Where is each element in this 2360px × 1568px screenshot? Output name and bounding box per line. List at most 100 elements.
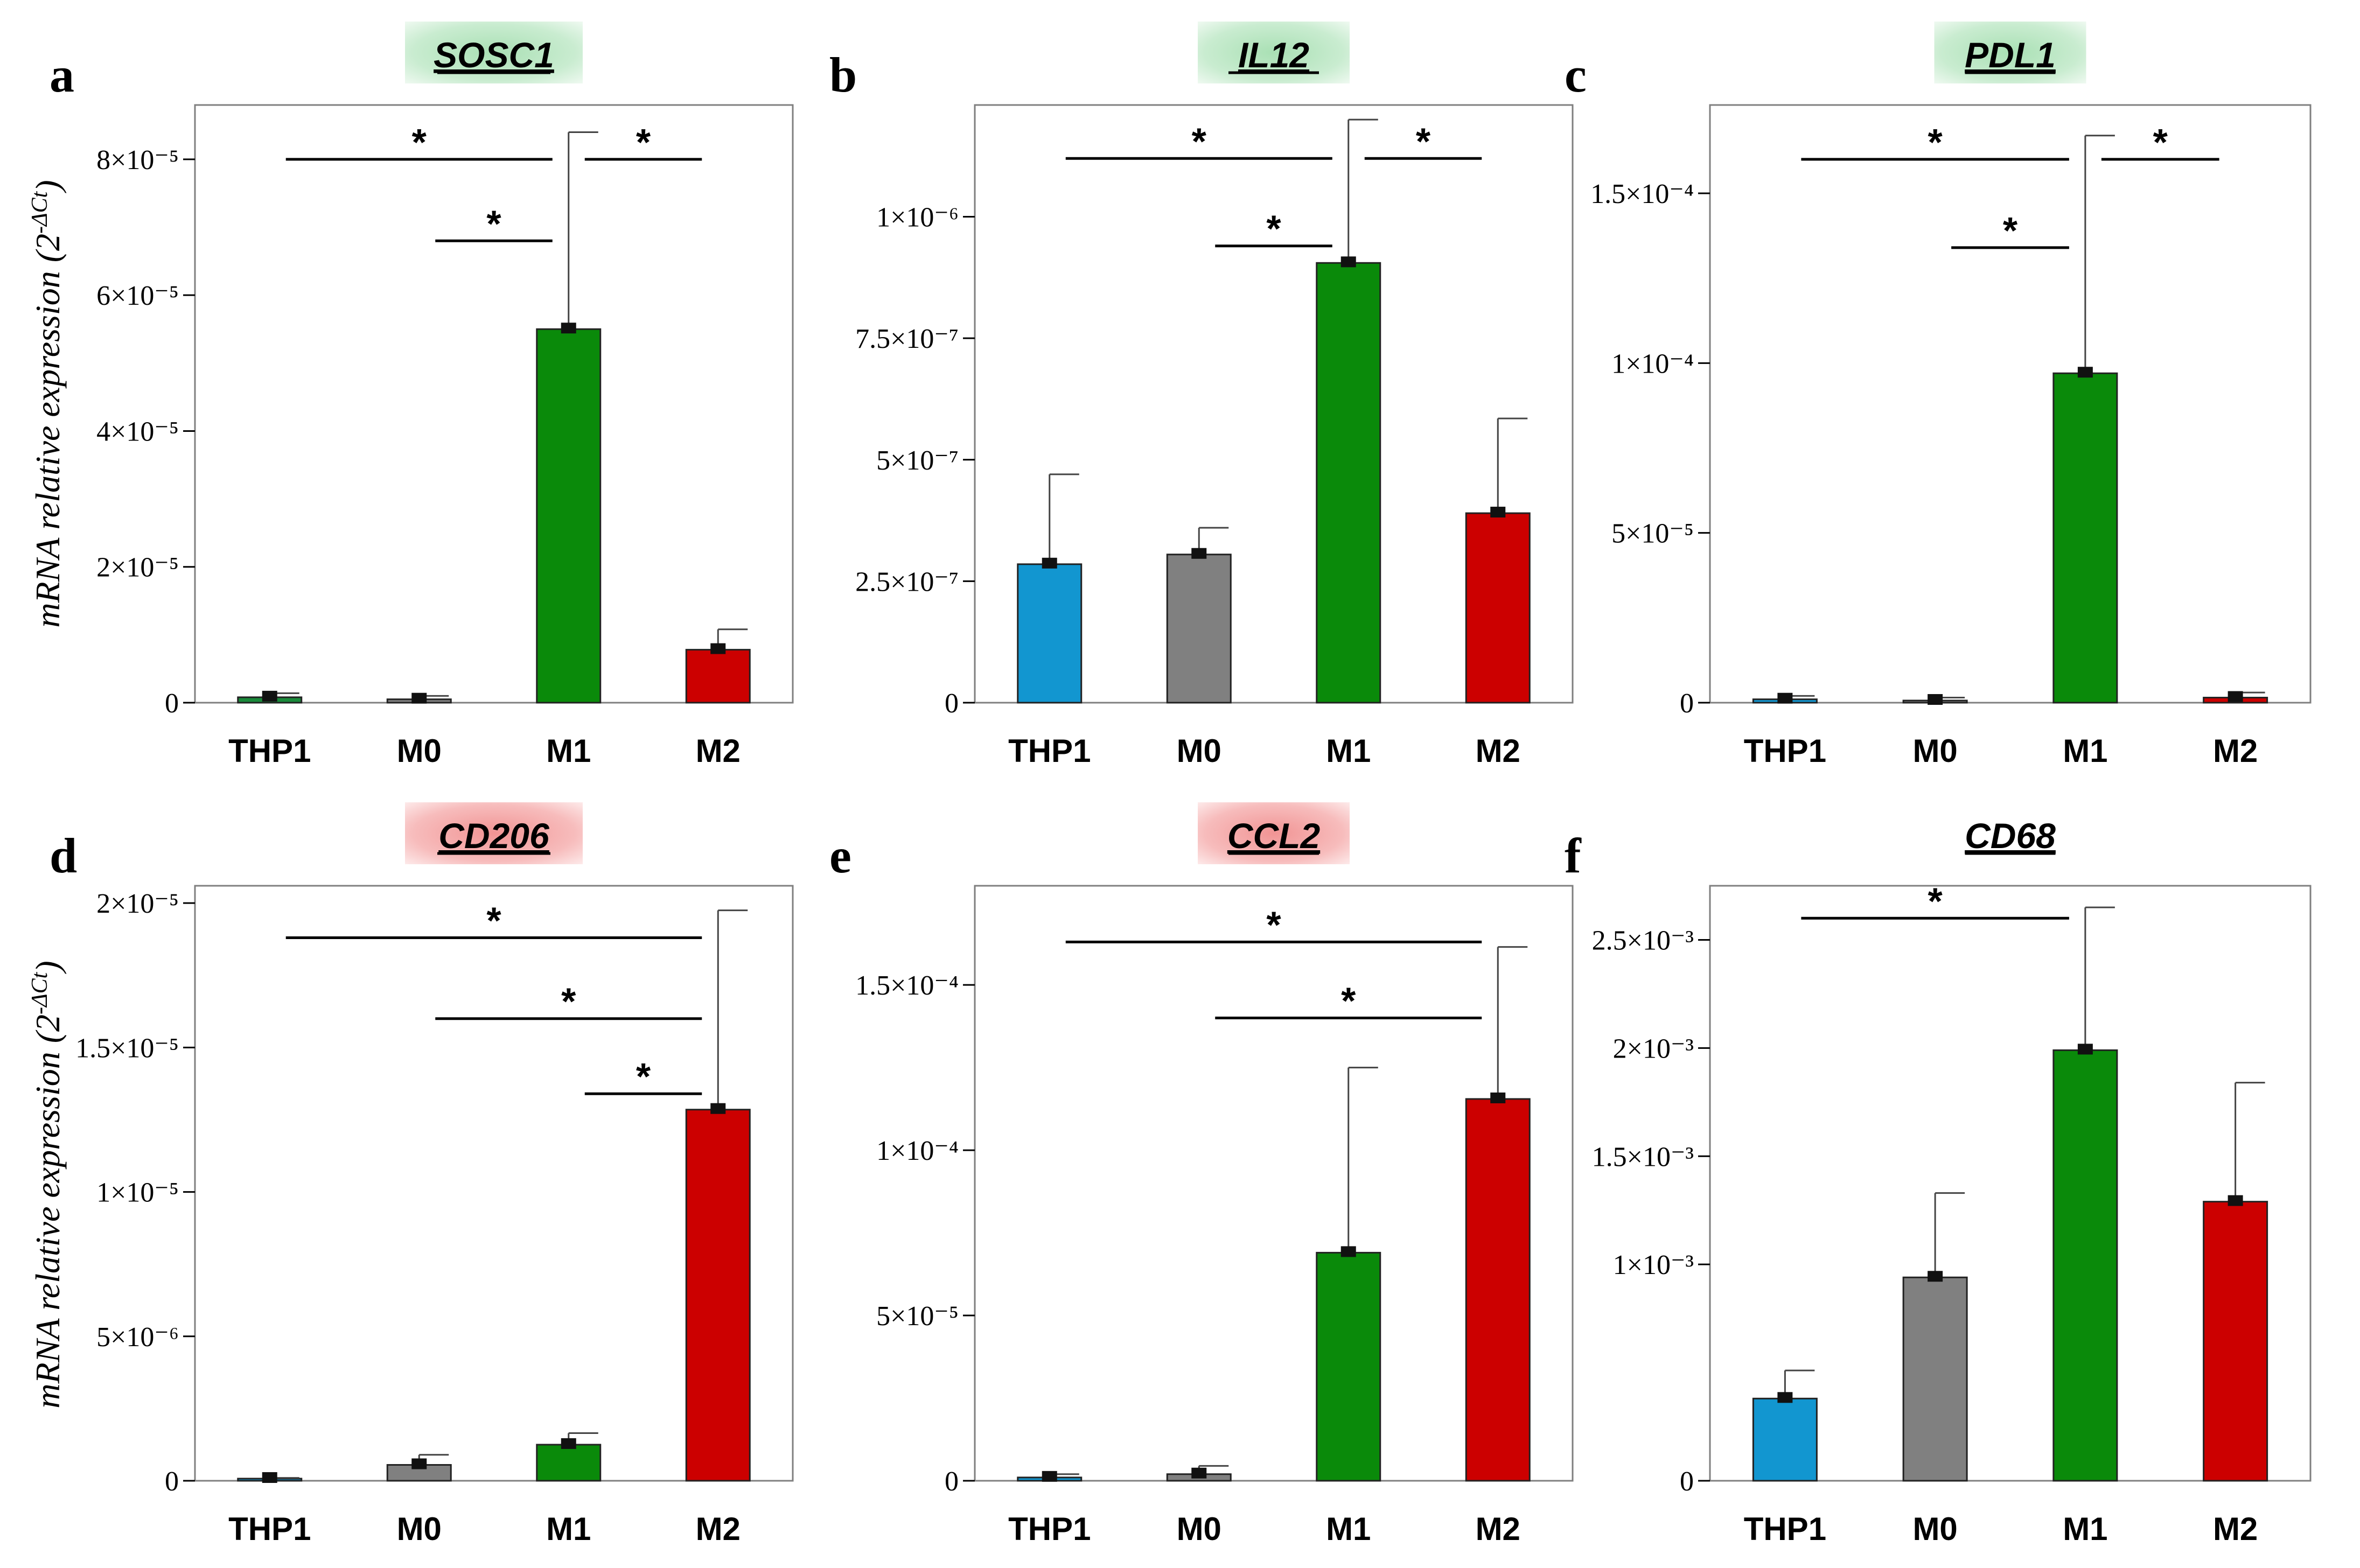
x-tick-label: THP1 <box>1744 733 1826 769</box>
x-tick-label: M0 <box>1912 733 1957 769</box>
y-tick-label: 2.5×10⁻⁷ <box>855 566 959 597</box>
x-tick-label: M1 <box>546 1511 591 1547</box>
y-tick-label: 6×10⁻⁵ <box>96 281 179 311</box>
mean-marker <box>561 323 576 334</box>
plot-frame <box>194 104 794 704</box>
y-axis-title: mRNA relative expression (2-ΔCt) <box>27 961 67 1408</box>
x-tick-label: M2 <box>696 1511 741 1547</box>
mean-marker <box>2077 367 2093 378</box>
y-tick-label: 2×10⁻³ <box>1613 1033 1694 1064</box>
mean-marker <box>710 643 726 654</box>
y-tick-label: 1×10⁻⁴ <box>876 1136 959 1166</box>
bar-m0 <box>1902 1276 1968 1482</box>
mean-marker <box>710 1103 726 1114</box>
x-tick-label: M2 <box>1476 733 1520 769</box>
x-tick-label: M0 <box>1912 1511 1957 1547</box>
panel-letter: a <box>50 47 74 102</box>
bar-m1 <box>2052 1049 2118 1482</box>
y-tick-label: 1×10⁻⁵ <box>96 1178 179 1208</box>
mean-marker <box>1042 557 1057 569</box>
panel-d: d CD206 0 5×10⁻⁶ 1×10⁻⁵ 1.5×10⁻⁵ 2×10⁻⁵ THP1 M0 M… <box>50 802 794 1547</box>
significance-star: * <box>1266 904 1281 946</box>
significance-star: * <box>636 1055 651 1097</box>
mean-marker <box>561 1438 576 1449</box>
x-tick-label: M0 <box>1177 733 1221 769</box>
x-tick-label: M1 <box>2063 1511 2107 1547</box>
x-tick-label: M2 <box>2213 733 2258 769</box>
y-tick-label: 1×10⁻⁴ <box>1611 348 1694 379</box>
significance-star: * <box>1192 120 1207 162</box>
x-tick-label: THP1 <box>1008 733 1091 769</box>
y-tick-label: 1.5×10⁻⁴ <box>1590 179 1694 209</box>
significance-star: * <box>486 202 501 244</box>
significance-star: * <box>1266 208 1281 250</box>
y-tick-label: 8×10⁻⁵ <box>96 145 179 176</box>
plot-frame <box>974 885 1574 1482</box>
panel-b: b IL12 0 2.5×10⁻⁷ 5×10⁻⁷ 7.5×10⁻⁷ 1×10⁻⁶ THP1 M0… <box>829 22 1574 769</box>
mean-marker <box>1928 694 1943 705</box>
panel-c: c PDL1 0 5×10⁻⁵ 1×10⁻⁴ 1.5×10⁻⁴ THP1 M0 M1 M2 * * * <box>1565 22 2312 769</box>
y-tick-label: 5×10⁻⁷ <box>876 445 959 476</box>
panel-letter: c <box>1565 47 1587 102</box>
y-tick-label: 0 <box>1680 688 1694 719</box>
bar-m2 <box>1465 1098 1531 1482</box>
mean-marker <box>2077 1044 2093 1055</box>
mean-marker <box>2228 1195 2243 1206</box>
mean-marker <box>1340 1246 1356 1257</box>
bar-m2 <box>685 1109 751 1482</box>
mean-marker <box>1777 1392 1793 1403</box>
y-tick-label: 5×10⁻⁶ <box>96 1322 179 1353</box>
mean-marker <box>262 1472 277 1483</box>
significance-star: * <box>1341 980 1356 1022</box>
y-tick-label: 0 <box>945 1466 959 1497</box>
bar-thp1 <box>1752 1397 1818 1482</box>
y-tick-label: 7.5×10⁻⁷ <box>855 324 959 354</box>
y-axis-title: mRNA relative expression (2-ΔCt) <box>27 180 67 627</box>
panel-e: e CCL2 0 5×10⁻⁵ 1×10⁻⁴ 1.5×10⁻⁴ THP1 M0 M1 M2 * * <box>829 802 1574 1547</box>
y-tick-label: 1.5×10⁻⁵ <box>75 1033 179 1063</box>
y-tick-label: 1×10⁻³ <box>1613 1250 1694 1280</box>
panel-f: f CD68 0 1×10⁻³ 1.5×10⁻³ 2×10⁻³ 2.5×10⁻³ THP1 M0… <box>1565 816 2312 1547</box>
mean-marker <box>2228 691 2243 702</box>
y-tick-label: 2.5×10⁻³ <box>1592 925 1694 956</box>
significance-star: * <box>486 900 501 942</box>
x-tick-label: M0 <box>397 733 442 769</box>
plot-frame <box>194 885 794 1482</box>
mean-marker <box>262 690 277 702</box>
mean-marker <box>1191 1467 1207 1479</box>
bar-m1 <box>536 328 602 704</box>
chart-title: CD68 <box>1965 816 2056 856</box>
mean-marker <box>1928 1271 1943 1282</box>
significance-star: * <box>561 981 576 1023</box>
mean-marker <box>1777 692 1793 704</box>
mean-marker <box>1042 1471 1057 1482</box>
mean-marker <box>1490 1092 1506 1103</box>
x-tick-label: THP1 <box>228 733 311 769</box>
x-tick-label: M1 <box>1326 1511 1371 1547</box>
y-tick-label: 0 <box>1680 1466 1694 1497</box>
y-tick-label: 1×10⁻⁶ <box>876 202 959 233</box>
significance-star: * <box>1416 120 1431 162</box>
mean-marker <box>1191 548 1207 559</box>
panel-letter: b <box>829 47 857 102</box>
x-tick-label: M0 <box>1177 1511 1221 1547</box>
mean-marker <box>1340 256 1356 268</box>
bar-m1 <box>1316 1251 1381 1482</box>
y-tick-label: 0 <box>165 688 179 719</box>
bar-m1 <box>536 1444 602 1482</box>
y-tick-label: 1.5×10⁻⁴ <box>855 970 959 1001</box>
significance-star: * <box>1928 880 1943 922</box>
mean-marker <box>1490 507 1506 518</box>
panel-letter: f <box>1565 828 1582 883</box>
y-tick-label: 2×10⁻⁵ <box>96 552 179 583</box>
mean-marker <box>411 1458 427 1469</box>
y-tick-label: 2×10⁻⁵ <box>96 888 179 919</box>
chart-title: CD206 <box>438 816 550 856</box>
significance-star: * <box>2153 121 2168 163</box>
x-tick-label: THP1 <box>1008 1511 1091 1547</box>
x-tick-label: THP1 <box>1744 1511 1826 1547</box>
significance-star: * <box>1928 121 1943 163</box>
bar-m1 <box>1316 262 1381 704</box>
y-tick-label: 0 <box>165 1466 179 1497</box>
